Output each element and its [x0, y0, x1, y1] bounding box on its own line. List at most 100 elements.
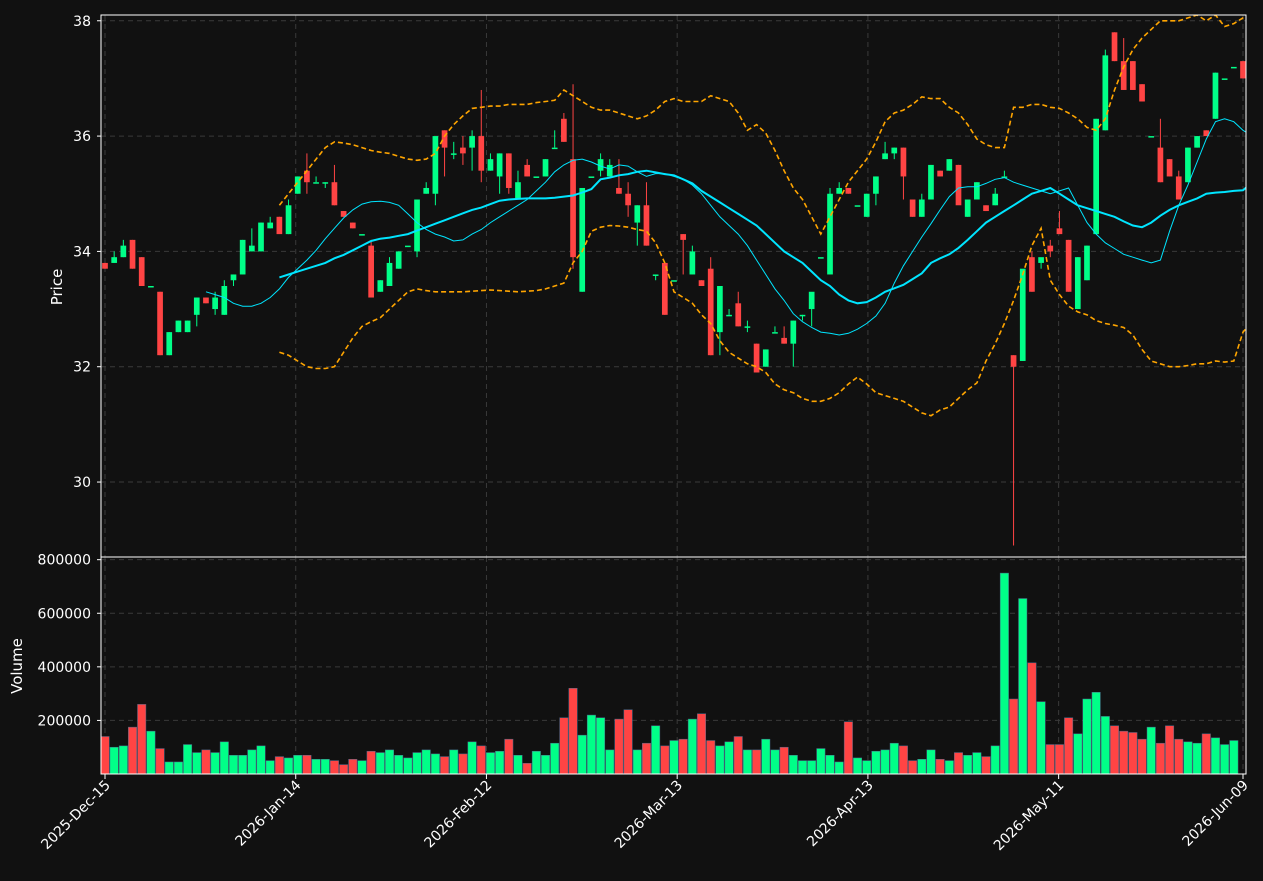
candle-body: [964, 199, 971, 217]
candle-body: [772, 332, 778, 334]
candle-body: [478, 136, 485, 171]
price-ytick-label: 38: [73, 14, 91, 30]
volume-bar: [990, 745, 1000, 774]
volume-bar: [513, 754, 523, 774]
candle-body: [1084, 245, 1090, 281]
candle: [1166, 159, 1173, 177]
volume-bar: [935, 759, 945, 774]
candle-body: [1212, 72, 1219, 119]
volume-bar: [440, 756, 450, 774]
candle: [1148, 136, 1155, 138]
volume-bar: [623, 709, 633, 774]
candle-body: [863, 193, 870, 217]
volume-bar: [761, 738, 771, 774]
volume-bar: [1009, 698, 1019, 774]
candle-body: [882, 153, 888, 160]
candle: [423, 182, 430, 194]
volume-bar: [366, 750, 376, 774]
volume-bar: [348, 759, 358, 774]
volume-bar: [1018, 598, 1028, 774]
candle: [579, 187, 586, 292]
candle: [1010, 355, 1017, 546]
volume-bar: [596, 717, 606, 774]
candle-body: [1194, 136, 1200, 148]
candle: [239, 239, 246, 275]
volume-bar: [238, 754, 248, 774]
thin-moving-average-line: [205, 118, 1246, 336]
candle: [1074, 257, 1081, 310]
candle-body: [441, 130, 448, 148]
volume-bar: [742, 749, 752, 774]
volume-bar: [247, 749, 257, 774]
candle: [1221, 78, 1228, 80]
candle: [496, 153, 503, 194]
candle: [478, 89, 485, 183]
candle: [873, 176, 879, 206]
candle: [322, 182, 329, 188]
candle-body: [680, 234, 687, 240]
candle-body: [1111, 32, 1118, 62]
candle-body: [193, 297, 200, 315]
volume-bar: [385, 749, 394, 774]
candle-body: [1038, 257, 1044, 263]
candle: [643, 182, 650, 246]
candle: [707, 257, 714, 356]
candle: [597, 153, 604, 177]
volume-bar: [467, 741, 477, 774]
candle: [460, 136, 466, 165]
candle: [331, 164, 338, 206]
candle: [625, 182, 631, 217]
volume-bar: [412, 752, 422, 774]
volume-bar: [954, 752, 963, 774]
candle: [955, 164, 962, 206]
volume-bar: [1119, 730, 1129, 774]
volume-bar: [697, 713, 707, 774]
candle-body: [588, 176, 595, 178]
candle-body: [129, 239, 136, 269]
candle-body: [368, 245, 374, 298]
candle: [313, 176, 319, 184]
candle: [248, 228, 255, 252]
candle-body: [469, 136, 475, 148]
volume-panel-frame: [100, 556, 1247, 775]
candle-body: [460, 147, 466, 154]
volume-bar: [1073, 733, 1083, 774]
volume-bar: [329, 760, 339, 774]
candle: [267, 216, 274, 229]
candle: [157, 291, 163, 356]
volume-ytick-label: 200000: [38, 713, 91, 729]
candle: [570, 84, 576, 269]
candle: [726, 309, 732, 317]
candle: [964, 199, 971, 217]
volume-bar: [632, 749, 642, 774]
volume-bar: [219, 741, 229, 774]
candle-body: [1157, 147, 1164, 183]
volume-bar: [605, 749, 615, 774]
lower-band-line: [279, 224, 1246, 417]
candle-body: [359, 234, 365, 236]
candle: [111, 251, 118, 263]
volume-bar: [586, 714, 596, 774]
volume-bar: [614, 718, 624, 774]
candle: [827, 187, 833, 275]
volume-bar: [577, 734, 587, 774]
volume-bar: [559, 717, 569, 774]
volume-bar: [816, 748, 826, 774]
candle: [432, 136, 439, 206]
candle-body: [524, 164, 531, 177]
candle: [680, 234, 687, 275]
volume-bar: [274, 756, 284, 774]
candle: [515, 170, 521, 200]
volume-bar: [550, 742, 560, 774]
candle-body: [1175, 176, 1182, 200]
price-ytick-label: 36: [73, 129, 91, 145]
volume-bar: [109, 746, 119, 774]
candle: [909, 199, 916, 217]
volume-bar: [1210, 737, 1220, 774]
candle-body: [1093, 118, 1100, 235]
candle-body: [166, 332, 173, 356]
candle: [405, 245, 411, 248]
candle-body: [423, 187, 430, 194]
candle-body: [579, 187, 586, 292]
candle-body: [175, 320, 182, 333]
